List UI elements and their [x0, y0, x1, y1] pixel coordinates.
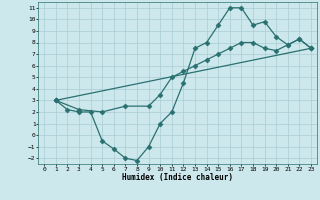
X-axis label: Humidex (Indice chaleur): Humidex (Indice chaleur)	[122, 173, 233, 182]
